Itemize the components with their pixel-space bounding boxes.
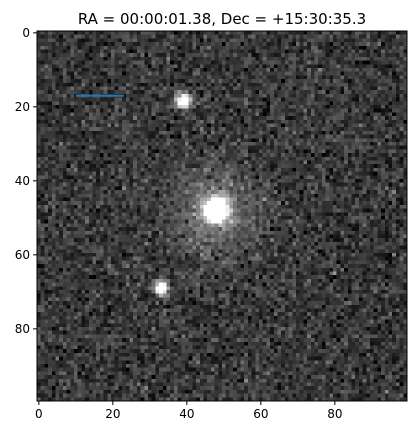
x-tick-label: 0 [35, 407, 43, 421]
y-axis: 0 20 40 60 80 [15, 26, 37, 336]
image-area [36, 30, 408, 402]
x-tick-label: 60 [253, 407, 268, 421]
y-tick-label: 60 [15, 248, 30, 262]
sky-image [37, 31, 407, 401]
x-axis: 0 20 40 60 80 [35, 401, 342, 421]
x-tick-label: 40 [179, 407, 194, 421]
plot-frame [36, 30, 408, 402]
y-tick-label: 40 [15, 174, 30, 188]
y-tick-label: 0 [22, 26, 30, 40]
y-tick-label: 20 [15, 100, 30, 114]
x-tick-label: 80 [327, 407, 342, 421]
chart-title: RA = 00:00:01.38, Dec = +15:30:35.3 [78, 10, 366, 28]
x-tick-label: 20 [105, 407, 120, 421]
y-tick-label: 80 [15, 322, 30, 336]
